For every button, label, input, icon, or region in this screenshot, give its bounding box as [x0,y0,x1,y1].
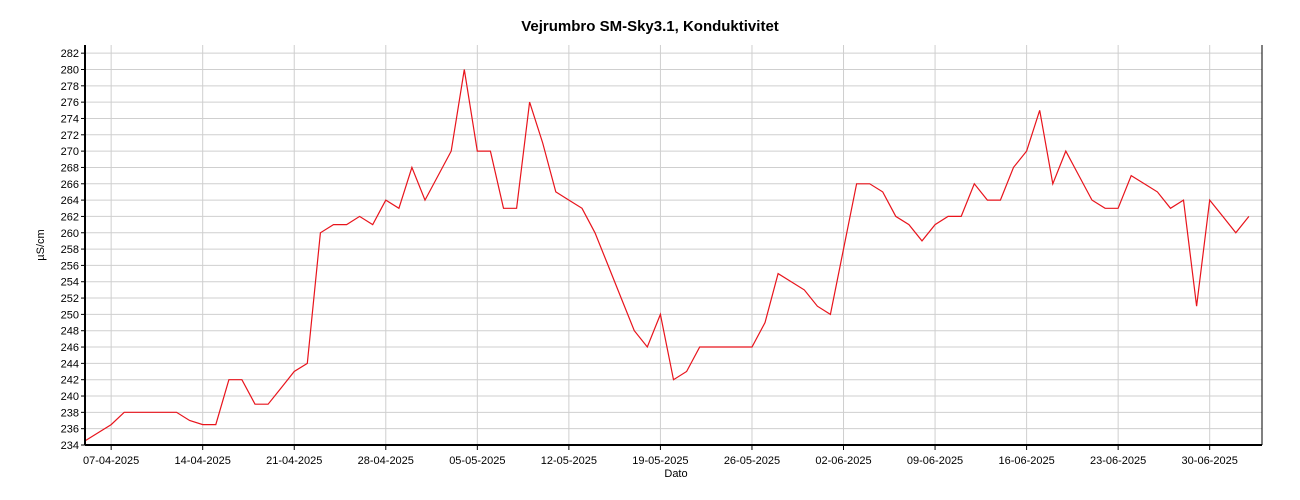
data-line [84,69,1250,442]
y-tick-label: 246 [61,342,79,354]
x-tick-label: 07-04-2025 [83,455,139,467]
y-tick-label: 240 [61,391,79,403]
y-tick-label: 280 [61,64,79,76]
y-axis-label: µS/cm [35,229,47,260]
x-tick-label: 19-05-2025 [632,455,688,467]
x-axis-label: Dato [664,468,687,480]
y-tick-label: 256 [61,260,79,272]
y-tick-label: 266 [61,179,79,191]
y-tick-label: 270 [61,146,79,158]
y-tick-label: 250 [61,309,79,321]
x-tick-label: 05-05-2025 [449,455,505,467]
y-tick-label: 236 [61,424,79,436]
x-tick-label: 12-05-2025 [541,455,597,467]
x-tick-label: 09-06-2025 [907,455,963,467]
y-tick-label: 248 [61,326,79,338]
y-tick-label: 278 [61,81,79,93]
y-tick-label: 276 [61,97,79,109]
plot-area [85,45,1262,445]
y-tick-label: 244 [61,358,79,370]
y-tick-label: 262 [61,211,79,223]
y-tick-label: 234 [61,440,79,452]
x-tick-label: 14-04-2025 [175,455,231,467]
x-tick-label: 02-06-2025 [815,455,871,467]
y-tick-label: 242 [61,375,79,387]
y-tick-label: 274 [61,113,79,125]
x-tick-label: 26-05-2025 [724,455,780,467]
x-tick-label: 21-04-2025 [266,455,322,467]
y-tick-label: 268 [61,162,79,174]
y-tick-label: 282 [61,48,79,60]
y-tick-label: 254 [61,277,79,289]
y-tick-label: 258 [61,244,79,256]
x-tick-label: 30-06-2025 [1182,455,1238,467]
y-tick-label: 272 [61,130,79,142]
chart-title: Vejrumbro SM-Sky3.1, Konduktivitet [521,18,779,35]
y-tick-label: 264 [61,195,79,207]
y-tick-label: 260 [61,228,79,240]
y-tick-label: 238 [61,407,79,419]
x-tick-label: 28-04-2025 [358,455,414,467]
y-tick-label: 252 [61,293,79,305]
x-tick-label: 23-06-2025 [1090,455,1146,467]
x-tick-label: 16-06-2025 [998,455,1054,467]
